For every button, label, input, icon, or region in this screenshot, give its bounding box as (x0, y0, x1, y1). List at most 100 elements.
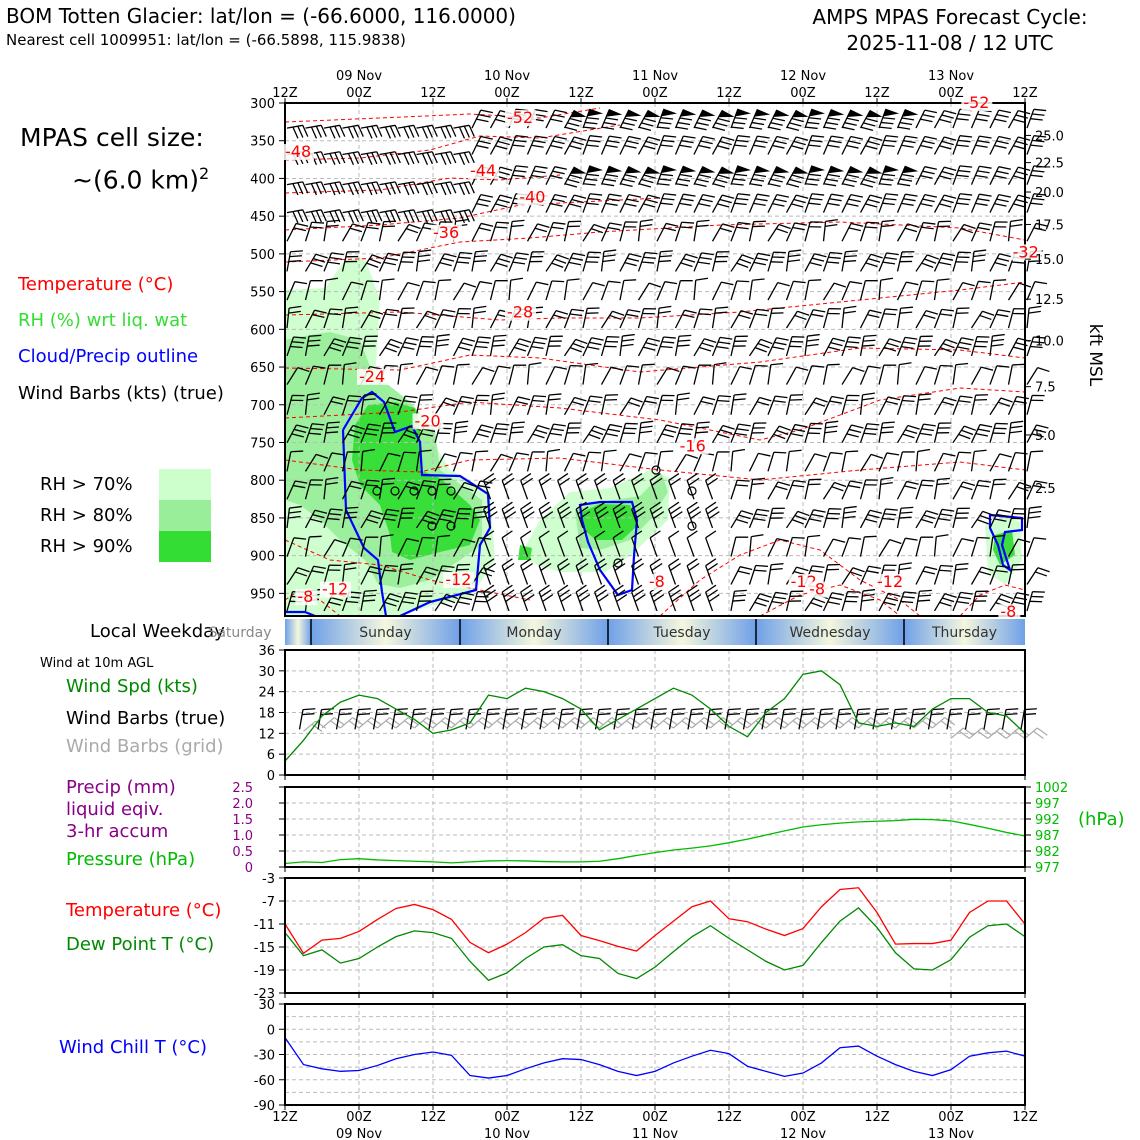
wind-barb (619, 221, 626, 242)
wind-barb (1026, 367, 1039, 385)
wind-barb (369, 365, 383, 370)
wind-barb (526, 281, 537, 301)
wind-barb (310, 211, 318, 224)
grid-wind-barb (451, 717, 465, 729)
wind-barb (975, 144, 988, 148)
wind-barb (702, 193, 716, 198)
wind-barb (751, 121, 765, 126)
wind-barb (741, 254, 755, 260)
wind-barb (357, 151, 364, 164)
wind-barb (577, 562, 589, 571)
wind-barb (360, 209, 377, 214)
wind-barb (535, 109, 548, 113)
grid-wind-barb (784, 717, 798, 729)
wind-barb (552, 140, 565, 145)
true-wind-barb (968, 708, 982, 711)
wind-barb (569, 145, 582, 150)
true-wind-barb (687, 709, 693, 730)
precip-ytick-label: 2.5 (232, 781, 253, 796)
grid-wind-barb (1033, 730, 1044, 739)
wind-barb (384, 126, 392, 139)
wind-barb (1007, 482, 1020, 500)
wind-barb (378, 479, 384, 500)
wind-barb (1033, 135, 1047, 138)
wind-barb (686, 537, 695, 557)
wind-barb (975, 174, 988, 179)
wind-barb (1030, 202, 1043, 206)
wind-barb (331, 252, 344, 256)
wind-barb (812, 401, 826, 407)
wind-barb (748, 365, 756, 385)
wind-barb (955, 567, 968, 571)
wind-barb (849, 571, 863, 577)
wind-barb (386, 308, 400, 312)
wind-barb (846, 202, 859, 207)
wind-barb (791, 117, 804, 123)
wind-barb (639, 430, 653, 434)
wind-barb (367, 479, 380, 482)
wind-barb (1031, 341, 1045, 344)
pressure-line (284, 818, 1026, 865)
wind-barb (921, 262, 934, 268)
wind-barb (453, 151, 470, 156)
wind-barb (732, 599, 746, 602)
wind-barb (477, 484, 491, 489)
wind-barb (379, 209, 396, 214)
wind-barb (405, 395, 418, 399)
wind-barb (415, 566, 428, 585)
wind-barb (774, 198, 787, 203)
wind-barb (885, 508, 898, 511)
wind-barb (516, 342, 529, 348)
wind-barb (501, 537, 510, 557)
true-wind-barb (876, 708, 889, 711)
wind-barb (825, 178, 839, 182)
true-wind-barb (376, 713, 389, 716)
wind-barb (491, 397, 505, 401)
wind-barb (731, 183, 744, 186)
true-wind-barb (949, 713, 962, 716)
wind-barb (711, 395, 720, 415)
wind-barb (878, 365, 885, 385)
grid-wind-barb (574, 717, 586, 726)
wind-barb (656, 424, 667, 443)
wind-barb (557, 530, 569, 539)
temperature-contour (284, 107, 601, 123)
wind-barb (730, 537, 737, 557)
wind-barb (323, 452, 333, 472)
wind-barb (841, 281, 851, 301)
true-wind-barb (987, 708, 1000, 711)
wind-barb (905, 135, 918, 139)
wind-barb (634, 594, 646, 603)
wind-barb (575, 338, 588, 345)
wind-barb (1037, 367, 1050, 373)
wind-barb (573, 452, 586, 457)
weekday-band (311, 619, 460, 645)
wind-barb (827, 173, 841, 178)
true-wind-barb (672, 708, 686, 711)
wind-barb (922, 479, 935, 482)
wind-barb (979, 514, 992, 521)
wind-barb (707, 589, 718, 598)
wind-barb (707, 477, 718, 486)
wind-barb (843, 260, 857, 263)
wind-barb (479, 281, 493, 285)
wind-barb (843, 515, 856, 519)
weekday-band (608, 619, 756, 645)
true-wind-barb (409, 709, 415, 730)
wind-barb (915, 366, 926, 385)
wind-barb (1011, 261, 1025, 264)
wind-barb (574, 136, 587, 141)
wind-barb (807, 534, 821, 538)
wind-barb (443, 309, 456, 313)
wind-barb (362, 599, 376, 602)
wind-barb (514, 139, 527, 143)
wind-barb (952, 481, 964, 500)
true-wind-barb (520, 709, 526, 730)
wind-barb (1029, 505, 1042, 509)
wind-barb (485, 589, 496, 598)
wind-barb (538, 530, 550, 539)
wind-barb (626, 140, 639, 145)
wind-barb (736, 280, 750, 283)
wind-barb (841, 251, 847, 272)
wind-barb (608, 280, 621, 284)
